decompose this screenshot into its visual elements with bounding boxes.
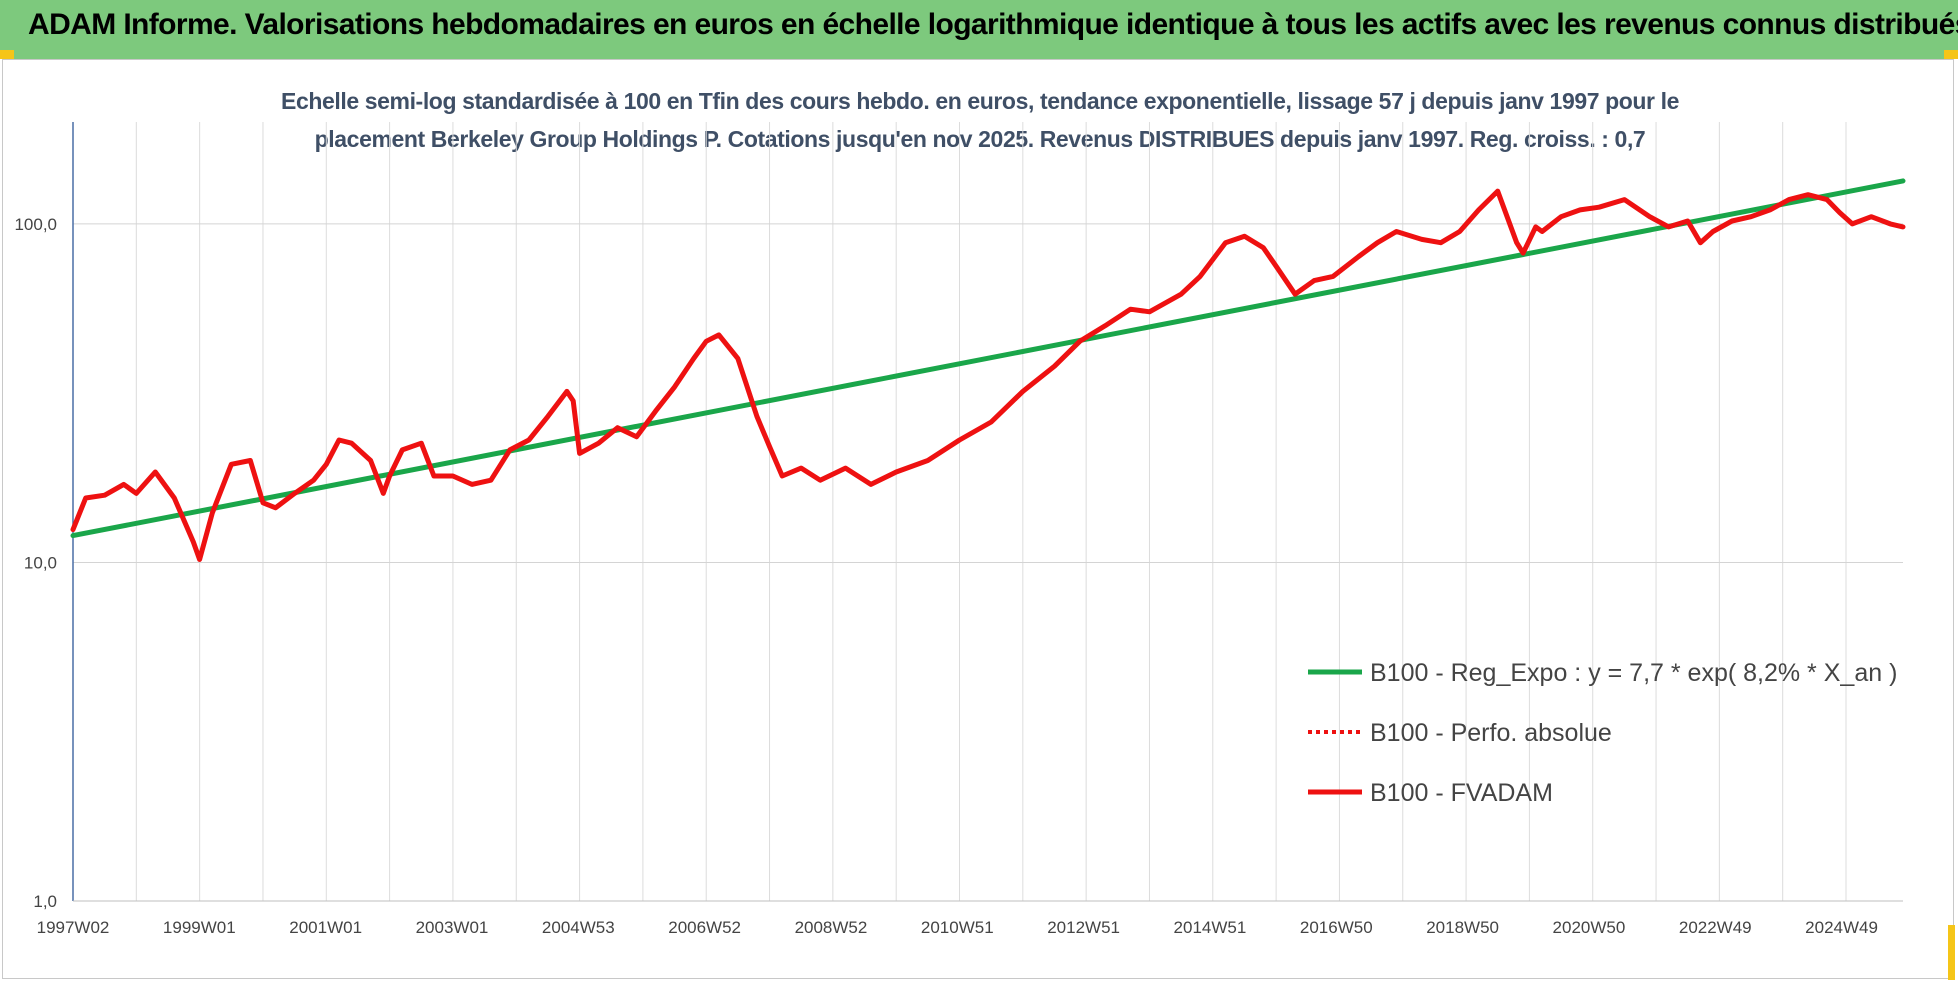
x-tick-label: 1997W02 [37,918,110,937]
chart-title-line-2: placement Berkeley Group Holdings P. Cot… [314,126,1646,152]
y-tick-label: 10,0 [24,553,57,572]
legend-label: B100 - Perfo. absolue [1370,719,1612,747]
x-tick-label: 2018W50 [1426,918,1499,937]
corner-marker-bottom-right [1948,925,1955,980]
x-tick-label: 2022W49 [1679,918,1752,937]
x-tick-label: 2024W49 [1805,918,1878,937]
x-tick-label: 2012W51 [1047,918,1120,937]
x-tick-label: 2006W52 [668,918,741,937]
legend: B100 - Reg_Expo : y = 7,7 * exp( 8,2% * … [1308,659,1897,807]
banner-title: ADAM Informe. Valorisations hebdomadaire… [28,8,1958,41]
banner: ADAM Informe. Valorisations hebdomadaire… [0,0,1958,59]
y-tick-label: 1,0 [33,892,57,911]
axes [72,122,1903,902]
x-tick-label: 2004W53 [542,918,615,937]
x-tick-label: 2001W01 [289,918,362,937]
corner-marker-top-left [0,50,14,59]
series-line [70,178,1906,539]
x-tick-labels: 1997W02 1999W01 2001W01 2003W01 2004W53 2006W… [37,918,1878,937]
x-tick-label: 2014W51 [1174,918,1247,937]
x-tick-label: 2003W01 [416,918,489,937]
x-tick-label: 1999W01 [163,918,236,937]
x-tick-label: 2010W51 [921,918,994,937]
x-tick-label: 2008W52 [795,918,868,937]
legend-label: B100 - Reg_Expo : y = 7,7 * exp( 8,2% * … [1370,659,1897,687]
corner-marker-top-right [1944,50,1958,59]
series-lines [70,178,1906,562]
y-tick-labels: 1,0 10,0 100,0 [14,215,57,911]
grid [72,122,1903,902]
y-tick-label: 100,0 [14,215,57,234]
series-line [70,188,1906,562]
chart-title-line-1: Echelle semi-log standardisée à 100 en T… [281,88,1679,114]
chart-frame [2,59,1954,979]
legend-label: B100 - FVADAM [1370,779,1553,807]
x-tick-label: 2016W50 [1300,918,1373,937]
x-tick-label: 2020W50 [1553,918,1626,937]
